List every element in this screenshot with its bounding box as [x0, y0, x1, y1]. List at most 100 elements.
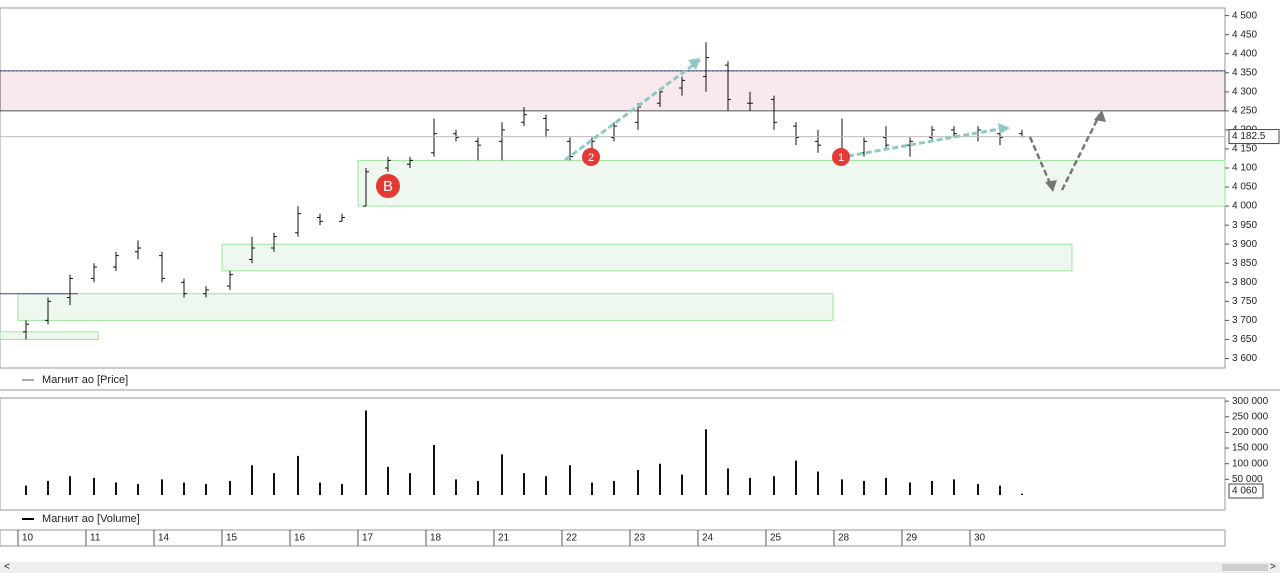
volume-bar	[681, 474, 683, 495]
marker	[832, 148, 850, 166]
y-tick-label: 3 700	[1232, 315, 1257, 326]
volume-bar	[297, 455, 299, 495]
last-value-label: 4 182.5	[1232, 131, 1266, 142]
volume-bar	[773, 476, 775, 495]
x-tick-label: 11	[90, 533, 101, 544]
volume-bar	[863, 480, 865, 495]
marker-label: 2	[588, 152, 594, 164]
x-tick-label: 24	[702, 533, 714, 544]
x-tick-label: 21	[498, 533, 510, 544]
volume-bar	[749, 477, 751, 495]
y-tick-label: 4 100	[1232, 163, 1257, 174]
volume-bar	[273, 473, 275, 495]
x-tick-label: 14	[158, 533, 170, 544]
y-tick-label: 300 000	[1232, 396, 1269, 407]
y-tick-label: 3 750	[1232, 296, 1257, 307]
volume-bar	[433, 444, 435, 495]
volume-bar	[409, 473, 411, 495]
y-tick-label: 3 800	[1232, 277, 1257, 288]
marker	[582, 148, 600, 166]
volume-bar	[569, 465, 571, 495]
x-tick-label: 22	[566, 533, 578, 544]
scroll-thumb[interactable]	[1222, 564, 1268, 571]
volume-panel	[0, 397, 1226, 511]
zone	[357, 159, 1226, 207]
zone	[0, 331, 99, 340]
volume-bar	[341, 484, 343, 495]
volume-bar	[705, 429, 707, 495]
volume-bar	[137, 484, 139, 495]
annotation-arrows	[564, 58, 1106, 192]
volume-bar	[477, 480, 479, 495]
y-tick-label: 200 000	[1232, 427, 1269, 438]
x-tick-label: 25	[770, 533, 782, 544]
volume-bar	[545, 476, 547, 495]
volume-bar	[977, 484, 979, 495]
y-tick-label: 4 350	[1232, 67, 1257, 78]
x-tick-label: 10	[22, 533, 34, 544]
volume-bar	[501, 454, 503, 495]
volume-bar	[523, 473, 525, 495]
last-value-label: 4 060	[1232, 486, 1257, 497]
volume-bar	[69, 476, 71, 495]
x-tick-label: 18	[430, 533, 442, 544]
volume-bar	[817, 471, 819, 495]
x-tick-label: 15	[226, 533, 238, 544]
volume-bar	[251, 465, 253, 495]
y-tick-label: 4 450	[1232, 29, 1257, 40]
y-tick-label: 4 150	[1232, 144, 1257, 155]
volume-bar	[637, 469, 639, 495]
scrollbar[interactable]	[0, 562, 1280, 573]
y-tick-label: 250 000	[1232, 411, 1269, 422]
last-value-box	[1228, 483, 1264, 499]
y-tick-label: 4 000	[1232, 201, 1257, 212]
marker-label: 1	[838, 152, 844, 164]
volume-bar	[885, 477, 887, 495]
volume-bar	[591, 482, 593, 495]
zone	[17, 293, 834, 321]
volume-bar	[365, 410, 367, 495]
zone	[0, 70, 1226, 112]
volume-bar	[999, 485, 1001, 495]
volume-bar	[183, 482, 185, 495]
y-tick-label: 3 900	[1232, 239, 1257, 250]
volume-bar	[387, 466, 389, 495]
volume-bar	[455, 479, 457, 495]
legend-price: Магнит ао [Price]	[42, 374, 128, 386]
marker-label: B	[383, 178, 393, 195]
y-tick-label: 4 250	[1232, 105, 1257, 116]
y-tick-label: 3 950	[1232, 220, 1257, 231]
marker	[376, 174, 400, 198]
volume-bar	[93, 477, 95, 495]
date-axis	[0, 529, 1226, 547]
y-tick-label: 4 050	[1232, 182, 1257, 193]
volume-bar	[953, 479, 955, 495]
volume-bar	[161, 479, 163, 495]
x-tick-label: 28	[838, 533, 850, 544]
volume-bar	[841, 479, 843, 495]
volume-bar	[613, 480, 615, 495]
volume-bar	[25, 485, 27, 495]
legend-volume: Магнит ао [Volume]	[42, 513, 140, 525]
volume-bar	[1021, 493, 1023, 495]
last-value-box	[1228, 129, 1280, 145]
x-tick-label: 30	[974, 533, 986, 544]
volume-bar	[909, 482, 911, 495]
scroll-left[interactable]: <	[4, 562, 10, 573]
y-tick-label: 3 850	[1232, 258, 1257, 269]
volume-bar	[319, 482, 321, 495]
volume-bar	[931, 480, 933, 495]
y-tick-label: 4 500	[1232, 10, 1257, 21]
zone	[221, 243, 1073, 272]
y-tick-label: 4 400	[1232, 48, 1257, 59]
y-tick-label: 150 000	[1232, 443, 1269, 454]
volume-bar	[795, 460, 797, 495]
volume-bar	[205, 484, 207, 495]
y-tick-label: 4 300	[1232, 86, 1257, 97]
x-tick-label: 23	[634, 533, 646, 544]
scroll-right[interactable]: >	[1270, 562, 1276, 573]
y-tick-label: 3 650	[1232, 334, 1257, 345]
y-tick-label: 3 600	[1232, 353, 1257, 364]
